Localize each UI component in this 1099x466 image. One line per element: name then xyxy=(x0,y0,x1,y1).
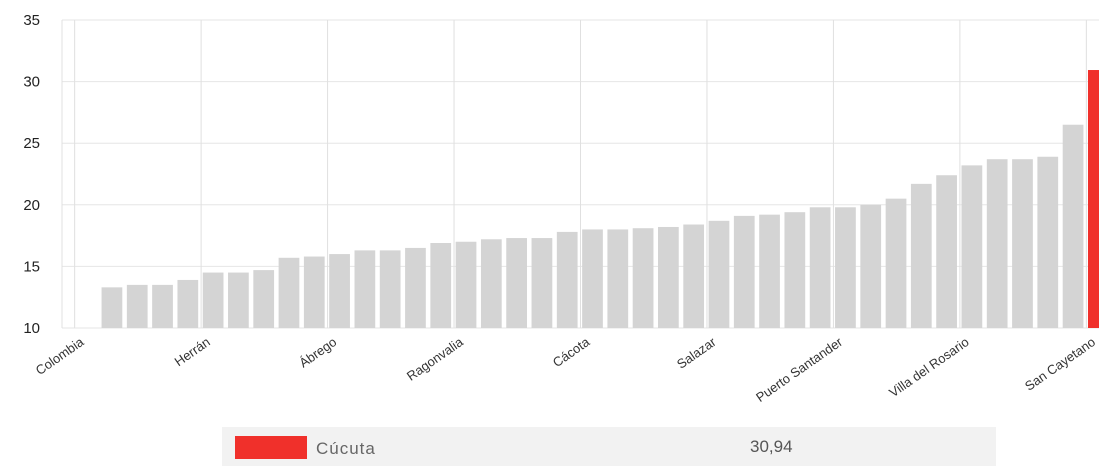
x-tick-label: Villa del Rosario xyxy=(886,334,971,400)
bar[interactable] xyxy=(961,165,983,328)
x-tick-label: Herrán xyxy=(172,334,213,369)
y-tick-label: 10 xyxy=(23,320,40,337)
legend-series-value: 30,94 xyxy=(750,437,793,456)
bar[interactable] xyxy=(708,220,730,328)
y-tick-label: 20 xyxy=(23,197,40,214)
y-tick-label: 15 xyxy=(23,258,40,275)
bar[interactable] xyxy=(202,272,224,328)
x-tick-label: Ragonvalia xyxy=(404,334,467,384)
bar[interactable] xyxy=(607,229,629,328)
bar[interactable] xyxy=(986,159,1008,328)
bar[interactable] xyxy=(936,175,957,328)
bar[interactable] xyxy=(683,224,705,328)
bar[interactable] xyxy=(759,214,780,328)
bar[interactable] xyxy=(860,204,882,328)
bar[interactable] xyxy=(556,231,578,328)
bar[interactable] xyxy=(632,228,654,328)
bar[interactable] xyxy=(480,239,502,328)
bar[interactable] xyxy=(455,241,477,328)
bars xyxy=(101,70,1099,329)
bar[interactable] xyxy=(910,183,932,328)
x-axis-ticks: Colombia Herrán Ábrego Ragonvalia Cácota Sala… xyxy=(33,334,1098,405)
y-axis-ticks: 35 30 25 20 15 10 xyxy=(23,12,40,337)
bar[interactable] xyxy=(809,207,831,328)
legend-swatch xyxy=(235,436,307,459)
bar[interactable] xyxy=(733,215,755,328)
bar[interactable] xyxy=(658,226,679,328)
x-tick-label: Colombia xyxy=(33,334,87,378)
bar[interactable] xyxy=(1037,156,1059,328)
bar[interactable] xyxy=(278,257,300,328)
bar[interactable] xyxy=(1012,159,1033,328)
bar[interactable] xyxy=(405,247,426,328)
bar[interactable] xyxy=(784,212,806,328)
y-tick-label: 25 xyxy=(23,135,40,152)
bar[interactable] xyxy=(1062,124,1084,328)
x-tick-label: Salazar xyxy=(674,334,719,372)
x-tick-label: San Cayetano xyxy=(1022,334,1098,394)
x-tick-label: Cácota xyxy=(550,334,593,370)
bar[interactable] xyxy=(835,207,856,328)
bar[interactable] xyxy=(885,198,907,328)
bar-chart: 35 30 25 20 15 10 Colombia Herrán Ábrego Ragonva… xyxy=(23,12,1099,405)
x-tick-label: Ábrego xyxy=(296,334,339,370)
bar[interactable] xyxy=(253,270,275,328)
bar[interactable] xyxy=(152,284,173,328)
bar[interactable] xyxy=(303,256,325,328)
bar-highlighted[interactable] xyxy=(1087,70,1099,329)
bar[interactable] xyxy=(582,229,603,328)
y-tick-label: 35 xyxy=(23,12,40,29)
bar[interactable] xyxy=(126,284,148,328)
bar[interactable] xyxy=(177,279,199,328)
bar[interactable] xyxy=(228,272,249,328)
y-tick-label: 30 xyxy=(23,74,40,91)
bar[interactable] xyxy=(329,254,350,328)
bar[interactable] xyxy=(430,242,452,328)
tooltip-legend: Cúcuta 30,94 xyxy=(222,427,996,466)
bar[interactable] xyxy=(354,250,376,328)
bar[interactable] xyxy=(101,287,123,328)
bar[interactable] xyxy=(379,250,401,328)
bar[interactable] xyxy=(506,238,527,328)
bar[interactable] xyxy=(531,238,553,328)
legend-series-name: Cúcuta xyxy=(316,439,376,458)
x-tick-label: Puerto Santander xyxy=(753,334,846,405)
